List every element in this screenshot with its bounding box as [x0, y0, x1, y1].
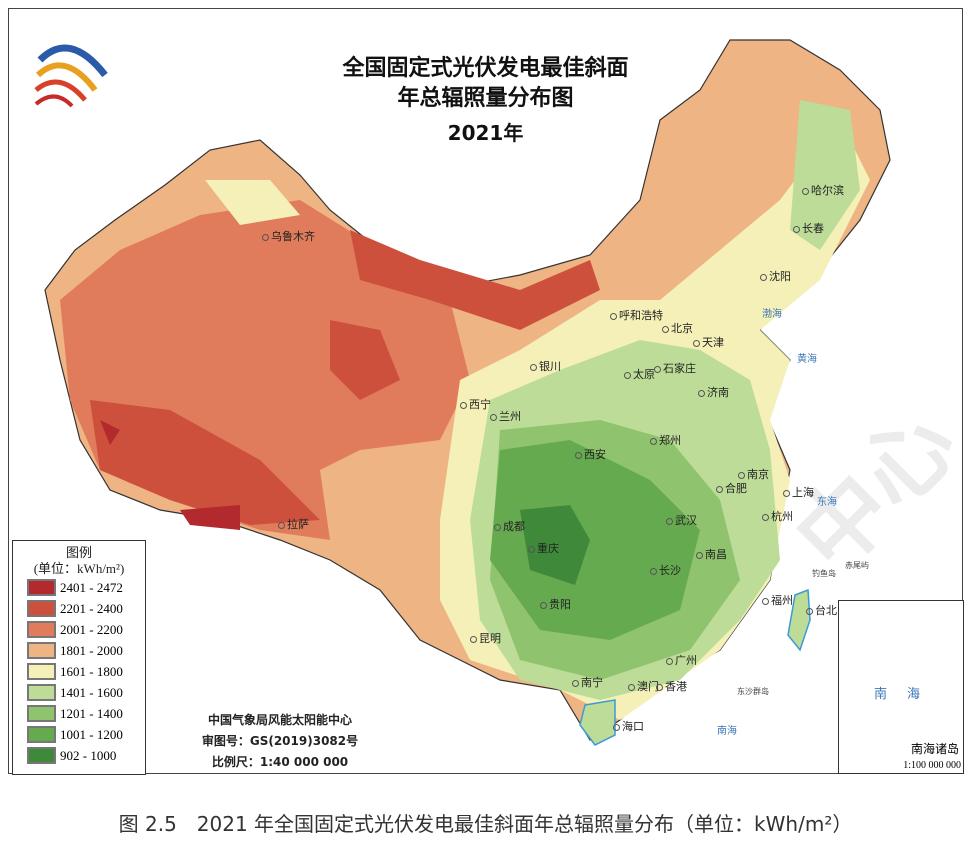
- city-label: 哈尔滨: [802, 182, 844, 198]
- city-label: 重庆: [528, 540, 559, 556]
- city-label: 成都: [494, 518, 525, 534]
- legend-item: 2401 - 2472: [13, 577, 145, 598]
- city-label: 郑州: [650, 432, 681, 448]
- credit-scale: 比例尺：1:40 000 000: [211, 755, 349, 769]
- hainan: [579, 699, 616, 746]
- legend-range: 2001 - 2200: [60, 621, 123, 637]
- credit-approval: 审图号：GS(2019)3082号: [201, 734, 359, 748]
- map-year: 2021年: [447, 121, 524, 145]
- city-label: 北京: [662, 320, 693, 336]
- inset-label: 南海诸岛: [910, 742, 959, 756]
- city-label: 杭州: [762, 508, 793, 524]
- legend-range: 1401 - 1600: [60, 684, 123, 700]
- city-label: 西宁: [460, 396, 491, 412]
- city-label: 广州: [666, 652, 697, 668]
- legend-item: 2201 - 2400: [13, 598, 145, 619]
- legend-swatch: [27, 747, 56, 764]
- map-frame: [8, 8, 963, 774]
- city-label: 银川: [530, 358, 561, 374]
- city-label: 福州: [762, 592, 793, 608]
- legend-swatch: [27, 621, 56, 638]
- legend-item: 1201 - 1400: [13, 703, 145, 724]
- logo: [34, 44, 108, 108]
- legend-swatch: [27, 600, 56, 617]
- region-1001-1200: [490, 440, 700, 640]
- city-label: 南宁: [572, 674, 603, 690]
- city-label: 天津: [693, 334, 724, 350]
- legend-swatch: [27, 579, 56, 596]
- inset-sea-label: 南海: [874, 687, 941, 702]
- legend-heading: 图例: [65, 545, 92, 560]
- city-label: 南京: [738, 466, 769, 482]
- city-label: 乌鲁木齐: [262, 228, 315, 244]
- legend-item: 1401 - 1600: [13, 682, 145, 703]
- label-diaoyu: 钓鱼岛: [812, 569, 836, 578]
- legend-range: 2401 - 2472: [60, 579, 123, 595]
- legend-range: 1001 - 1200: [60, 726, 123, 742]
- city-label: 兰州: [490, 408, 521, 424]
- city-label: 武汉: [666, 512, 697, 528]
- legend-range: 902 - 1000: [60, 747, 117, 763]
- credits: 中国气象局风能太阳能中心 审图号：GS(2019)3082号 比例尺：1:40 …: [180, 710, 380, 773]
- legend-swatch: [27, 663, 56, 680]
- legend-range: 1601 - 1800: [60, 663, 123, 679]
- sea-label-bohai: 渤海: [762, 309, 782, 320]
- credit-org: 中国气象局风能太阳能中心: [207, 713, 352, 727]
- city-label: 长沙: [650, 562, 681, 578]
- sea-label-huanghai: 黄海: [797, 354, 817, 365]
- city-label: 昆明: [470, 630, 501, 646]
- map-title-line2: 年总辐照量分布图: [397, 86, 574, 111]
- region-2401-2472: [100, 420, 240, 530]
- label-chiwei: 赤尾屿: [845, 561, 869, 570]
- city-label: 南昌: [696, 546, 727, 562]
- legend-unit: (单位：kWh/m²): [33, 561, 125, 576]
- legend-item: 902 - 1000: [13, 745, 145, 766]
- city-label: 上海: [783, 484, 814, 500]
- legend-swatch: [27, 705, 56, 722]
- sea-label-nanhai: 南海: [717, 726, 737, 737]
- city-label: 太原: [624, 366, 655, 382]
- taiwan: [787, 588, 811, 652]
- city-label: 贵阳: [540, 596, 571, 612]
- legend-item: 1001 - 1200: [13, 724, 145, 745]
- city-label: 拉萨: [278, 516, 309, 532]
- legend-range: 2201 - 2400: [60, 600, 123, 616]
- city-label: 西安: [575, 446, 606, 462]
- city-label: 海口: [613, 718, 644, 734]
- city-label: 香港: [656, 678, 687, 694]
- map-title-line1: 全国固定式光伏发电最佳斜面: [342, 56, 629, 81]
- legend-item: 1601 - 1800: [13, 661, 145, 682]
- legend-swatch: [27, 642, 56, 659]
- legend: 图例 (单位：kWh/m²) 2401 - 2472 2201 - 2400 200…: [12, 540, 146, 775]
- city-label: 石家庄: [654, 360, 696, 376]
- figure-caption: 图 2.5 2021 年全国固定式光伏发电最佳斜面年总辐照量分布（单位：kWh/…: [118, 812, 853, 836]
- sea-label-donghai: 东海: [817, 497, 837, 508]
- south-china-sea-inset: 南海 南海诸岛 1:100 000 000: [838, 600, 964, 774]
- city-label: 沈阳: [760, 268, 791, 284]
- label-dongsha: 东沙群岛: [737, 687, 769, 696]
- city-label: 澳门: [628, 678, 659, 694]
- legend-swatch: [27, 684, 56, 701]
- inset-scale: 1:100 000 000: [903, 760, 961, 771]
- city-label: 长春: [793, 220, 824, 236]
- city-label: 台北: [806, 602, 837, 618]
- legend-swatch: [27, 726, 56, 743]
- legend-range: 1801 - 2000: [60, 642, 123, 658]
- region-2201-2400: [90, 230, 600, 525]
- legend-item: 1801 - 2000: [13, 640, 145, 661]
- city-label: 济南: [698, 384, 729, 400]
- city-label: 合肥: [716, 480, 747, 496]
- city-label: 呼和浩特: [610, 307, 663, 323]
- legend-range: 1201 - 1400: [60, 705, 123, 721]
- legend-item: 2001 - 2200: [13, 619, 145, 640]
